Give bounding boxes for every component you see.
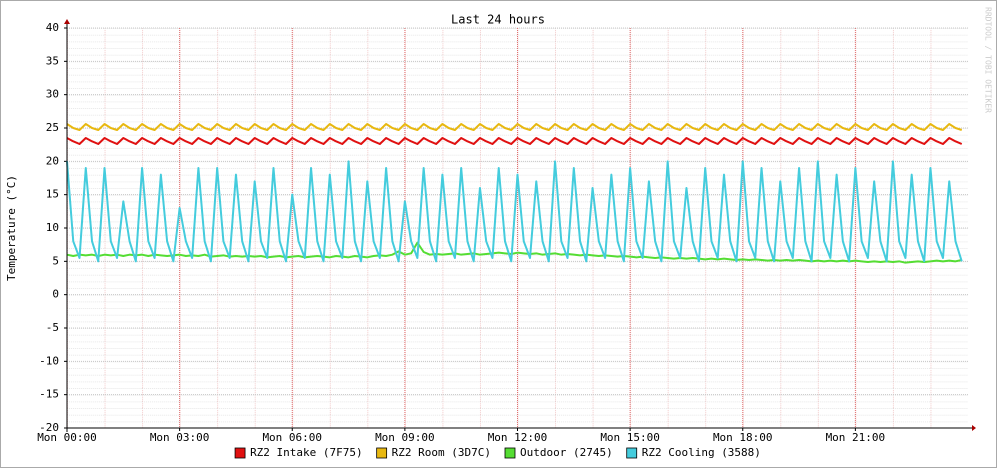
x-tick-label: Mon 15:00 <box>600 431 660 444</box>
legend-swatch <box>234 447 246 459</box>
y-tick-label: 40 <box>46 21 59 34</box>
y-tick-label: 25 <box>46 121 59 134</box>
y-tick-label: -20 <box>39 421 59 434</box>
watermark: RRDTOOL / TOBI OETIKER <box>984 7 993 113</box>
legend-label: RZ2 Room (3D7C) <box>392 446 491 459</box>
legend-swatch <box>376 447 388 459</box>
x-tick-label: Mon 03:00 <box>150 431 210 444</box>
x-tick-label: Mon 09:00 <box>375 431 435 444</box>
y-axis-label: Temperature (°C) <box>5 175 18 281</box>
y-tick-label: 20 <box>46 154 59 167</box>
x-tick-label: Mon 18:00 <box>713 431 773 444</box>
y-tick-label: 0 <box>52 288 59 301</box>
y-tick-label: 10 <box>46 221 59 234</box>
y-tick-label: -15 <box>39 388 59 401</box>
legend-swatch <box>504 447 516 459</box>
chart-title: Last 24 hours <box>451 13 545 27</box>
legend-label: Outdoor (2745) <box>520 446 613 459</box>
x-tick-label: Mon 00:00 <box>37 431 97 444</box>
series-line <box>66 160 963 263</box>
legend-label: RZ2 Cooling (3588) <box>642 446 761 459</box>
x-arrow <box>972 425 976 431</box>
series-line <box>66 241 962 264</box>
legend-label: RZ2 Intake (7F75) <box>250 446 363 459</box>
y-tick-label: -10 <box>39 354 59 367</box>
y-tick-label: 15 <box>46 188 59 201</box>
y-arrow <box>64 19 70 24</box>
x-tick-label: Mon 06:00 <box>262 431 322 444</box>
y-tick-label: 5 <box>52 254 59 267</box>
y-tick-label: 35 <box>46 54 59 67</box>
x-tick-label: Mon 12:00 <box>488 431 548 444</box>
series-line <box>66 123 963 131</box>
y-tick-label: -5 <box>46 321 59 334</box>
y-tick-label: 30 <box>46 88 59 101</box>
x-tick-label: Mon 21:00 <box>826 431 886 444</box>
series-line <box>66 137 963 145</box>
legend-swatch <box>626 447 638 459</box>
